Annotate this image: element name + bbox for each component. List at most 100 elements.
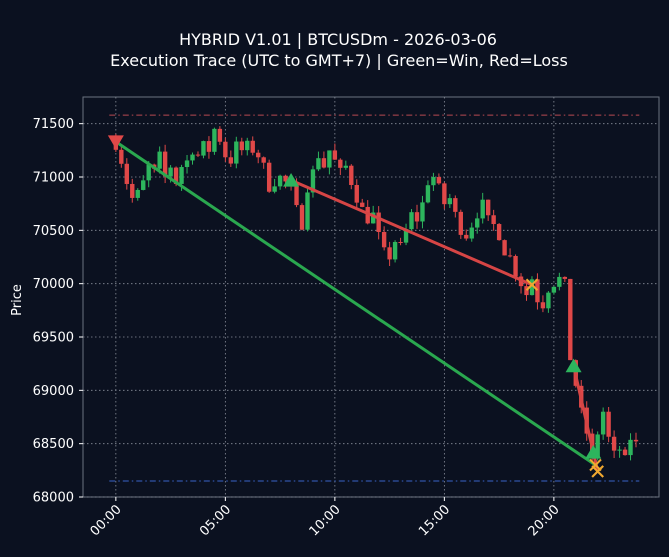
candle-body — [496, 224, 502, 241]
candle-body — [217, 128, 223, 142]
candle-body — [168, 167, 173, 177]
candle-body — [562, 276, 568, 279]
candle-body — [173, 167, 179, 184]
candle-body — [606, 411, 611, 437]
x-tick-label: 20:00 — [526, 502, 563, 539]
candle-body — [184, 160, 190, 168]
candle-body — [414, 212, 420, 222]
candle-body — [354, 184, 359, 203]
buy-entry-marker — [283, 173, 300, 187]
candle-body — [119, 149, 124, 164]
candle-body — [212, 128, 217, 152]
candle-body — [611, 436, 617, 451]
candle-body — [239, 141, 244, 151]
chart-title: HYBRID V1.01 | BTCUSDm - 2026-03-06 — [179, 30, 497, 49]
chart-subtitle: Execution Trace (UTC to GMT+7) | Green=W… — [110, 51, 568, 70]
y-tick-label: 71000 — [33, 171, 74, 186]
candle-body — [617, 449, 622, 451]
candle-body — [124, 163, 129, 184]
candle-body — [447, 198, 453, 205]
x-tick-label: 05:00 — [197, 502, 234, 539]
candle-body — [294, 183, 299, 206]
candle-body — [557, 276, 562, 287]
candle-body — [332, 150, 338, 160]
candle-body — [234, 141, 239, 164]
candle-body — [485, 199, 491, 216]
plot-area-frame — [82, 96, 660, 498]
losing-trade-line — [290, 178, 533, 287]
candle-body — [453, 198, 458, 212]
sell-entry-marker — [107, 135, 124, 149]
candle-body — [425, 185, 431, 203]
exit-marker-stroke — [589, 458, 602, 472]
candle-body — [256, 152, 261, 158]
candle-body — [540, 302, 546, 309]
y-tick-label: 70000 — [33, 277, 74, 292]
candle-body — [551, 286, 557, 293]
candle-body — [442, 183, 447, 205]
candle-body — [529, 279, 535, 296]
y-tick-label: 70500 — [33, 224, 74, 239]
x-tick-label: 00:00 — [88, 502, 125, 539]
candle-body — [206, 141, 212, 152]
exit-marker — [591, 465, 604, 478]
candle-body — [524, 286, 529, 296]
candle-body — [568, 278, 573, 361]
x-tick-label: 10:00 — [307, 502, 344, 539]
candle-body — [469, 227, 474, 239]
candle-body — [201, 141, 206, 156]
candle-body — [513, 255, 518, 277]
candle-body — [392, 241, 398, 260]
candle-body — [310, 169, 316, 193]
candle-body — [130, 183, 135, 198]
y-axis-label: Price — [10, 284, 25, 316]
candle-body — [633, 439, 639, 442]
y-tick-label: 69500 — [33, 331, 74, 346]
candle-body — [157, 151, 162, 169]
candle-body — [387, 247, 392, 260]
candle-body — [535, 279, 540, 303]
exit-marker-stroke — [525, 278, 539, 291]
candle-body — [162, 151, 168, 177]
candle-body — [266, 162, 272, 192]
candle-body — [250, 140, 255, 153]
candle-body — [360, 202, 365, 207]
candle-body — [261, 157, 266, 163]
candle-body — [321, 158, 327, 168]
exit-marker-stroke — [591, 465, 604, 478]
candle-body — [305, 192, 310, 230]
y-tick-label: 68000 — [33, 491, 74, 506]
y-tick-label: 69000 — [33, 384, 74, 399]
candle-body — [409, 212, 414, 230]
winning-trade-line — [115, 140, 597, 467]
candle-body — [365, 206, 370, 224]
x-tick-label: 15:00 — [416, 502, 453, 539]
candle-body — [371, 212, 376, 224]
candle-body — [475, 218, 480, 228]
exit-marker — [525, 278, 539, 291]
candle-body — [403, 229, 409, 243]
candle-body — [491, 215, 496, 225]
candle-body — [343, 165, 349, 168]
candle-body — [245, 140, 250, 151]
candle-body — [436, 177, 442, 184]
candle-body — [349, 165, 354, 185]
y-tick-label: 68500 — [33, 437, 74, 452]
candle-body — [190, 154, 195, 161]
candle-body — [420, 202, 425, 222]
buy-entry-marker — [585, 445, 602, 459]
candle-body — [622, 449, 628, 456]
candle-body — [146, 164, 151, 181]
candle-body — [277, 175, 283, 187]
candle-body — [502, 240, 507, 256]
buy-entry-marker — [565, 358, 582, 373]
y-tick-label: 71500 — [33, 117, 74, 132]
candle-body — [628, 439, 633, 456]
candle-body — [376, 212, 381, 232]
candle-body — [135, 189, 140, 198]
candle-body — [595, 434, 600, 457]
candle-body — [600, 411, 606, 435]
candle-body — [327, 150, 332, 168]
